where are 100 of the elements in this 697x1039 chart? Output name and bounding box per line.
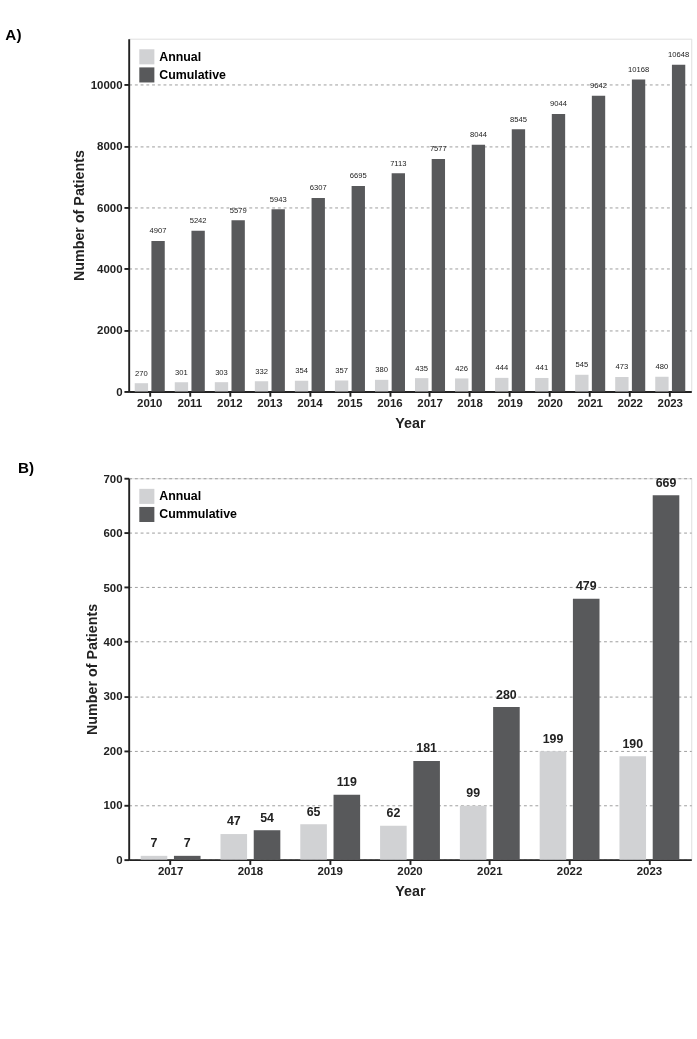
data-label: 5579 xyxy=(229,205,247,215)
y-tick-label: 6000 xyxy=(97,201,123,214)
bar xyxy=(231,220,245,392)
chart-title: A) xyxy=(5,25,22,43)
x-tick-label: 2014 xyxy=(297,397,324,410)
x-tick-label: 2019 xyxy=(317,865,343,878)
data-label: 280 xyxy=(496,687,517,702)
bar xyxy=(174,382,189,392)
chart-title: B) xyxy=(18,459,35,477)
data-label: 47 xyxy=(226,814,241,829)
y-tick-label: 8000 xyxy=(97,140,123,153)
bar xyxy=(271,209,285,392)
bar xyxy=(535,377,549,392)
data-label: 357 xyxy=(335,365,348,375)
bar xyxy=(214,382,229,392)
legend-label: Cumulative xyxy=(159,67,227,82)
data-label: 441 xyxy=(535,363,549,373)
data-label: 99 xyxy=(466,786,481,801)
data-label: 9642 xyxy=(590,81,607,91)
bar xyxy=(220,834,248,860)
x-tick-label: 2022 xyxy=(617,397,643,410)
data-label: 9044 xyxy=(550,99,568,109)
bar xyxy=(495,377,509,392)
legend-label: Annual xyxy=(159,49,202,64)
data-label: 7113 xyxy=(390,158,407,168)
bar xyxy=(431,159,446,392)
bar xyxy=(380,825,407,860)
x-axis-title: Year xyxy=(395,415,427,432)
y-tick-label: 0 xyxy=(116,385,123,398)
bar xyxy=(151,240,165,392)
x-tick-label: 2023 xyxy=(636,865,663,878)
x-tick-label: 2013 xyxy=(257,397,283,410)
x-tick-label: 2017 xyxy=(157,865,184,878)
data-label: 354 xyxy=(295,366,309,375)
x-tick-label: 2017 xyxy=(417,397,443,410)
bar xyxy=(351,186,365,392)
y-axis-title: Number of Patients xyxy=(83,603,100,735)
data-label: 62 xyxy=(386,806,401,821)
data-label: 7 xyxy=(150,836,158,851)
y-tick-label: 2000 xyxy=(97,324,123,337)
y-axis-title: Number of Patients xyxy=(71,149,88,282)
y-tick-label: 700 xyxy=(103,472,123,485)
data-label: 10648 xyxy=(668,50,690,60)
x-tick-label: 2021 xyxy=(477,865,504,878)
bar xyxy=(551,114,566,392)
bar xyxy=(134,383,149,392)
data-label: 181 xyxy=(416,741,438,756)
data-label: 473 xyxy=(615,362,629,372)
bar xyxy=(254,381,269,392)
data-label: 6307 xyxy=(309,183,327,193)
x-tick-label: 2020 xyxy=(537,397,563,410)
bar xyxy=(493,707,520,860)
data-label: 479 xyxy=(575,579,597,594)
x-tick-label: 2020 xyxy=(397,865,423,878)
bar xyxy=(391,173,405,392)
y-tick-label: 200 xyxy=(103,744,123,757)
bar xyxy=(655,376,669,392)
bar xyxy=(619,756,647,860)
data-label: 332 xyxy=(255,366,268,376)
data-label: 480 xyxy=(655,362,669,372)
data-label: 380 xyxy=(375,365,388,375)
data-label: 6695 xyxy=(349,171,367,181)
legend-label: Cummulative xyxy=(159,507,238,522)
data-label: 270 xyxy=(135,368,148,378)
bar xyxy=(671,64,686,392)
data-label: 5943 xyxy=(269,194,287,204)
bar xyxy=(572,598,600,860)
data-label: 435 xyxy=(415,363,429,373)
bar xyxy=(300,824,327,860)
y-tick-label: 0 xyxy=(116,853,123,866)
bar xyxy=(413,761,440,860)
x-tick-label: 2022 xyxy=(556,865,583,878)
bar xyxy=(455,378,469,392)
data-label: 426 xyxy=(455,363,469,373)
data-label: 4907 xyxy=(149,226,167,236)
bar xyxy=(173,855,201,860)
x-tick-label: 2018 xyxy=(237,865,264,878)
x-tick-label: 2019 xyxy=(497,397,523,410)
bar xyxy=(253,830,281,860)
bar xyxy=(459,805,487,860)
data-label: 669 xyxy=(655,475,677,490)
bar xyxy=(374,379,389,392)
x-tick-label: 2018 xyxy=(457,397,484,410)
x-tick-label: 2012 xyxy=(217,397,243,410)
y-tick-label: 300 xyxy=(103,690,123,703)
bar xyxy=(511,129,526,392)
bar xyxy=(140,855,168,860)
x-tick-label: 2010 xyxy=(137,397,163,410)
bar xyxy=(615,376,629,392)
data-label: 8545 xyxy=(509,114,527,124)
y-tick-label: 500 xyxy=(103,581,123,594)
data-label: 7 xyxy=(183,836,191,851)
data-label: 119 xyxy=(336,775,357,790)
x-tick-label: 2011 xyxy=(177,397,203,410)
data-label: 444 xyxy=(495,363,509,373)
data-label: 190 xyxy=(622,736,644,751)
bar xyxy=(575,374,589,392)
bar xyxy=(631,79,646,392)
y-tick-label: 4000 xyxy=(97,263,123,276)
bar xyxy=(652,495,680,860)
